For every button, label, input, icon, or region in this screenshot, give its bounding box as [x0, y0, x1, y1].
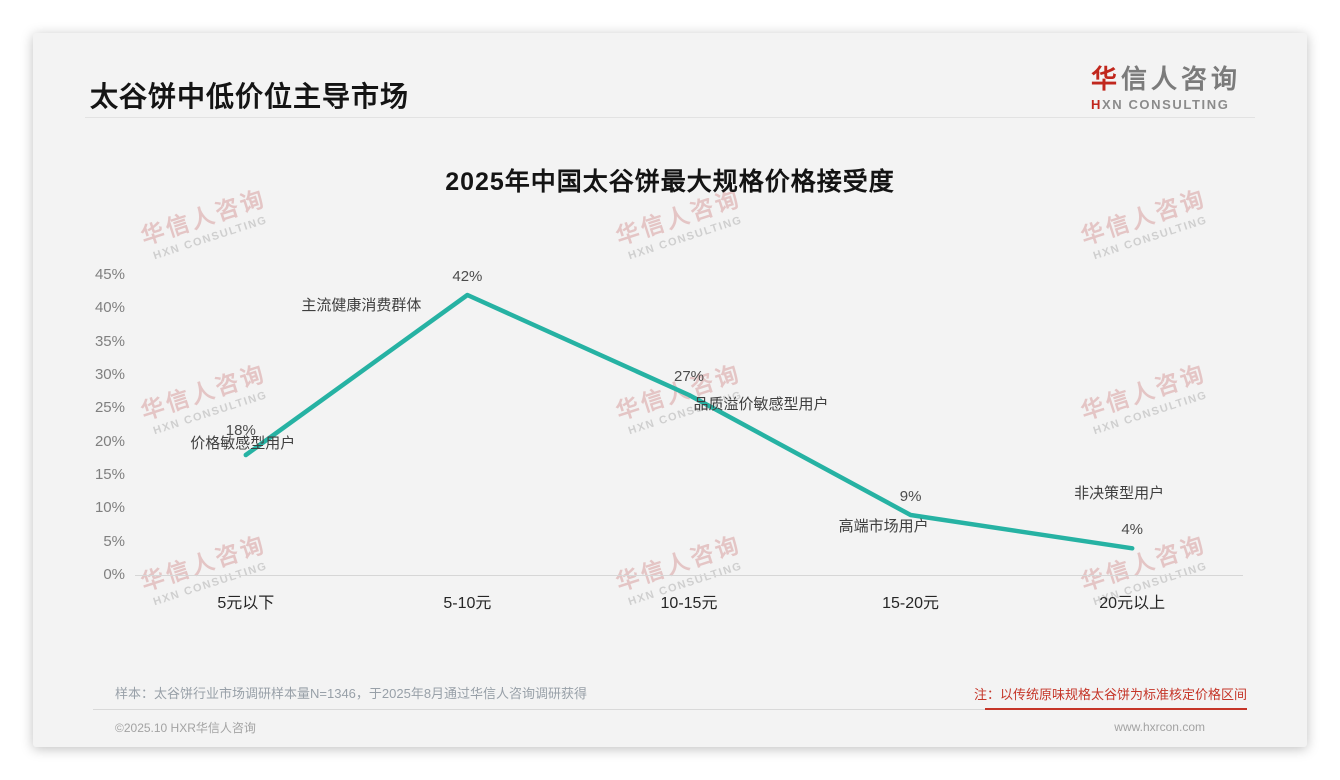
- y-tick-label: 5%: [103, 532, 125, 550]
- y-tick-label: 45%: [94, 266, 125, 283]
- chart-labels-layer: 18% 42% 27% 9% 4% 价格敏感型用户 主流健康消费群体品质溢价敏感型用户高端…: [33, 33, 1307, 747]
- x-axis-label: 5元以下: [217, 595, 275, 612]
- footer-divider-red: [985, 708, 1247, 710]
- copyright-text: ©2025.10 HXR华信人咨询: [115, 721, 256, 735]
- company-logo: 华信人咨询 HXN CONSULTING: [1091, 59, 1241, 112]
- annotation-label: 价格敏感型用户: [190, 435, 296, 452]
- data-point-label: 18%: [225, 422, 256, 439]
- slide-card: 华信人咨询 HXN CONSULTING 华信人咨询 HXN CONSULTING 华信…: [33, 33, 1307, 747]
- footer-divider: [93, 709, 985, 710]
- y-tick-label: 20%: [94, 432, 125, 450]
- y-tick-label: 35%: [94, 332, 125, 350]
- annotation-label: 主流健康消费群体: [301, 297, 422, 314]
- logo-en-text: HXN CONSULTING: [1090, 97, 1230, 112]
- website-text: www.hxrcon.com: [1114, 720, 1205, 734]
- data-point-label: 9%: [899, 488, 922, 505]
- y-tick-label: 30%: [94, 366, 125, 383]
- annotation-label: 高端市场用户: [838, 518, 929, 535]
- price-note: 注：以传统原味规格太谷饼为标准核定价格区间: [973, 687, 1247, 702]
- y-tick-label: 40%: [94, 299, 125, 317]
- x-axis-label: 15-20元: [882, 595, 940, 612]
- acceptance-line: [243, 292, 1135, 551]
- data-point-label: 42%: [452, 268, 483, 285]
- y-tick-label: 0%: [103, 566, 125, 583]
- line-chart-svg: [243, 292, 1135, 551]
- chart-area: 2025年中国太谷饼最大规格价格接受度 45% 40% 35% 30% 25% 20% 15…: [33, 33, 1307, 747]
- annotation-label: 品质溢价敏感型用户: [693, 396, 829, 413]
- data-point-label: 27%: [673, 368, 705, 385]
- x-axis-label: 20元以上: [1099, 595, 1166, 612]
- y-tick-label: 25%: [94, 399, 125, 417]
- x-axis-label: 5-10元: [443, 595, 492, 612]
- logo-cn-text: 华信人咨询: [1090, 64, 1241, 94]
- x-axis-label: 10-15元: [660, 595, 718, 612]
- annotation-label: 非决策型用户: [1074, 485, 1165, 503]
- x-axis-line: [135, 575, 1243, 576]
- chart-title: 2025年中国太谷饼最大规格价格接受度: [445, 168, 895, 196]
- y-tick-label: 15%: [94, 466, 125, 483]
- y-tick-label: 10%: [94, 499, 125, 517]
- header-divider: [85, 117, 1255, 118]
- data-point-label: 4%: [1121, 521, 1144, 539]
- sample-note: 样本：太谷饼行业市场调研样本量N=1346，于2025年8月通过华信人咨询调研获…: [115, 686, 588, 701]
- page-title: 太谷饼中低价位主导市场: [90, 81, 410, 112]
